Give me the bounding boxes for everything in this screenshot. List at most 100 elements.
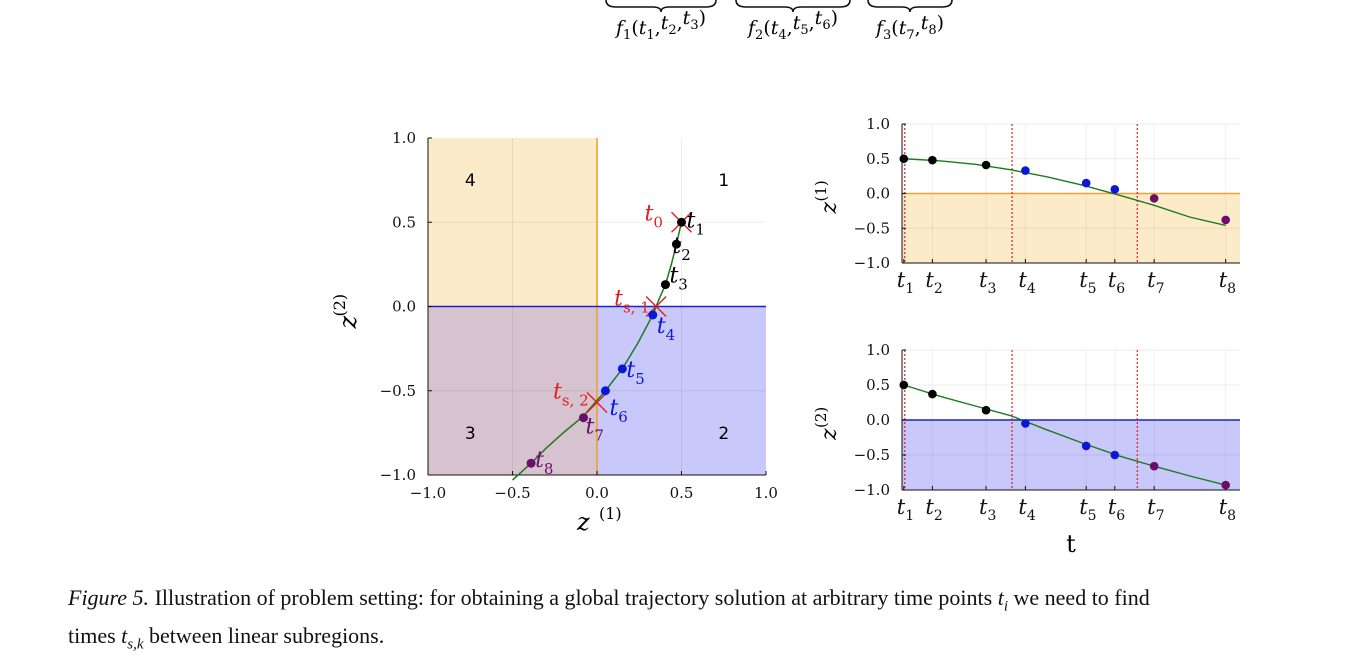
switch-label-0: t0 xyxy=(645,201,663,231)
x-tick-label-t4: t4 xyxy=(1018,268,1035,297)
caption-label: Figure 5. xyxy=(68,585,150,610)
x-tick-label-t6: t6 xyxy=(1108,495,1125,524)
region-4-fill xyxy=(428,138,597,307)
y-tick-label-1: 0.5 xyxy=(866,150,890,168)
x-tick-label-3: 0.5 xyxy=(670,484,694,502)
region-label-3: 3 xyxy=(465,424,476,444)
y-axis-label-sup: (1) xyxy=(812,180,830,201)
x-tick-label-t5: t5 xyxy=(1079,268,1096,297)
brace-label-1: f1(t1,t2,t3) xyxy=(614,7,706,43)
point-t2 xyxy=(671,239,681,249)
x-axis-label: z xyxy=(576,508,590,536)
x-tick-label-t8: t8 xyxy=(1219,495,1236,524)
sample-point-1 xyxy=(899,380,909,390)
caption-var-ti: t xyxy=(997,585,1004,610)
figure-caption: Figure 5. Illustration of problem settin… xyxy=(68,583,1363,660)
y-tick-label-2: 0.0 xyxy=(392,298,416,316)
point-t6 xyxy=(600,386,610,396)
y-tick-label-1: 0.5 xyxy=(866,376,890,394)
sample-point-5 xyxy=(1081,178,1091,188)
sample-point-4 xyxy=(1021,166,1030,175)
caption-sub-i: i xyxy=(1003,598,1009,615)
threshold-region xyxy=(902,420,1240,490)
y-tick-label-0: 1.0 xyxy=(866,115,890,133)
sample-point-6 xyxy=(1110,185,1120,194)
x-tick-label-t1: t1 xyxy=(897,495,914,524)
sample-point-2 xyxy=(928,389,937,399)
y-tick-label-2: 0.0 xyxy=(866,185,890,203)
y-tick-label-0: 1.0 xyxy=(866,341,890,359)
switch-marker-2 xyxy=(586,392,608,414)
x-tick-label-t1: t1 xyxy=(897,268,914,297)
z1-time-chart: 1.0 0.5 0.0 −0.5 −1.0 z(1) t1 t2 t3 t4 t5 t6 t7 t8 xyxy=(812,115,1240,297)
x-tick-label-t8: t8 xyxy=(1219,268,1236,297)
y-axis-label: z xyxy=(817,202,842,215)
sample-point-8 xyxy=(1221,215,1230,225)
y-axis-label: z xyxy=(334,316,362,330)
point-t5 xyxy=(617,364,627,374)
point-label-t3: t3 xyxy=(669,264,687,294)
region-label-1: 1 xyxy=(718,171,729,191)
caption-text-1: Illustration of problem setting: for obt… xyxy=(154,585,993,610)
point-t7 xyxy=(578,413,588,423)
point-label-t2: t2 xyxy=(672,234,690,264)
region-2-fill xyxy=(597,306,766,475)
x-tick-label-1: −0.5 xyxy=(494,484,530,502)
brace-2 xyxy=(735,0,851,13)
sample-point-7 xyxy=(1149,461,1159,471)
point-t3 xyxy=(660,280,670,290)
caption-line-2: times ts,k between linear subregions. xyxy=(68,621,1363,659)
caption-text-4: between linear subregions. xyxy=(149,623,385,649)
sample-point-7 xyxy=(1149,194,1159,203)
point-label-t4: t4 xyxy=(657,314,675,344)
sample-point-3 xyxy=(981,160,991,170)
point-label-t6: t6 xyxy=(609,396,627,426)
sample-point-5 xyxy=(1081,441,1091,451)
y-tick-label-0: 1.0 xyxy=(392,129,416,147)
brace-label-3: f3(t7,t8) xyxy=(874,12,944,43)
switch-label-2: ts, 2 xyxy=(553,380,589,410)
region-label-4: 4 xyxy=(465,171,476,191)
point-t4 xyxy=(648,310,658,320)
x-tick-label-0: −1.0 xyxy=(410,484,446,502)
y-axis-label: z xyxy=(817,428,842,441)
top-brace-annotations: f1(t1,t2,t3) f2(t4,t5,t6) f3(t7,t8) xyxy=(605,0,953,43)
point-t8 xyxy=(526,458,536,468)
y-tick-label-4: −1.0 xyxy=(854,481,890,499)
region-label-2: 2 xyxy=(718,424,729,444)
y-tick-label-1: 0.5 xyxy=(392,213,416,231)
y-tick-label-3: −0.5 xyxy=(854,446,890,464)
y-tick-label-4: −1.0 xyxy=(854,254,890,272)
y-tick-label-3: −0.5 xyxy=(380,382,416,400)
sample-point-6 xyxy=(1110,450,1120,460)
x-tick-label-t5: t5 xyxy=(1079,495,1096,524)
y-axis-label-sup: (2) xyxy=(330,294,349,317)
y-axis-label-sup: (2) xyxy=(812,407,830,428)
x-axis-label: t xyxy=(1066,530,1076,558)
x-tick-label-t2: t2 xyxy=(925,268,942,297)
x-tick-label-4: 1.0 xyxy=(754,484,778,502)
threshold-region xyxy=(902,193,1240,263)
z2-time-chart: 1.0 0.5 0.0 −0.5 −1.0 z(2) t1 t2 t3 t4 t5 t6 t7 t8 t xyxy=(812,341,1240,558)
x-tick-label-2: 0.0 xyxy=(585,484,609,502)
caption-text-2: we need to find xyxy=(1013,585,1150,610)
caption-sub-sk: s,k xyxy=(127,636,144,653)
sample-point-2 xyxy=(928,155,937,165)
y-tick-label-3: −0.5 xyxy=(854,219,890,237)
x-tick-label-t7: t7 xyxy=(1147,268,1164,297)
region-3-fill xyxy=(428,306,597,475)
point-label-t5: t5 xyxy=(626,358,644,388)
caption-text-3: times xyxy=(68,623,116,649)
point-t1 xyxy=(677,217,686,227)
switch-label-1: ts, 1 xyxy=(614,287,650,317)
point-label-t1: t1 xyxy=(687,208,705,238)
x-tick-label-t2: t2 xyxy=(925,495,942,524)
x-tick-label-t4: t4 xyxy=(1018,495,1035,524)
brace-3 xyxy=(867,0,953,13)
x-tick-label-t3: t3 xyxy=(979,268,996,297)
x-tick-label-t7: t7 xyxy=(1147,495,1164,524)
x-axis-label-sup: (1) xyxy=(599,504,622,523)
point-label-t7: t7 xyxy=(585,415,603,445)
brace-1 xyxy=(605,0,717,13)
x-tick-label-t6: t6 xyxy=(1108,268,1125,297)
